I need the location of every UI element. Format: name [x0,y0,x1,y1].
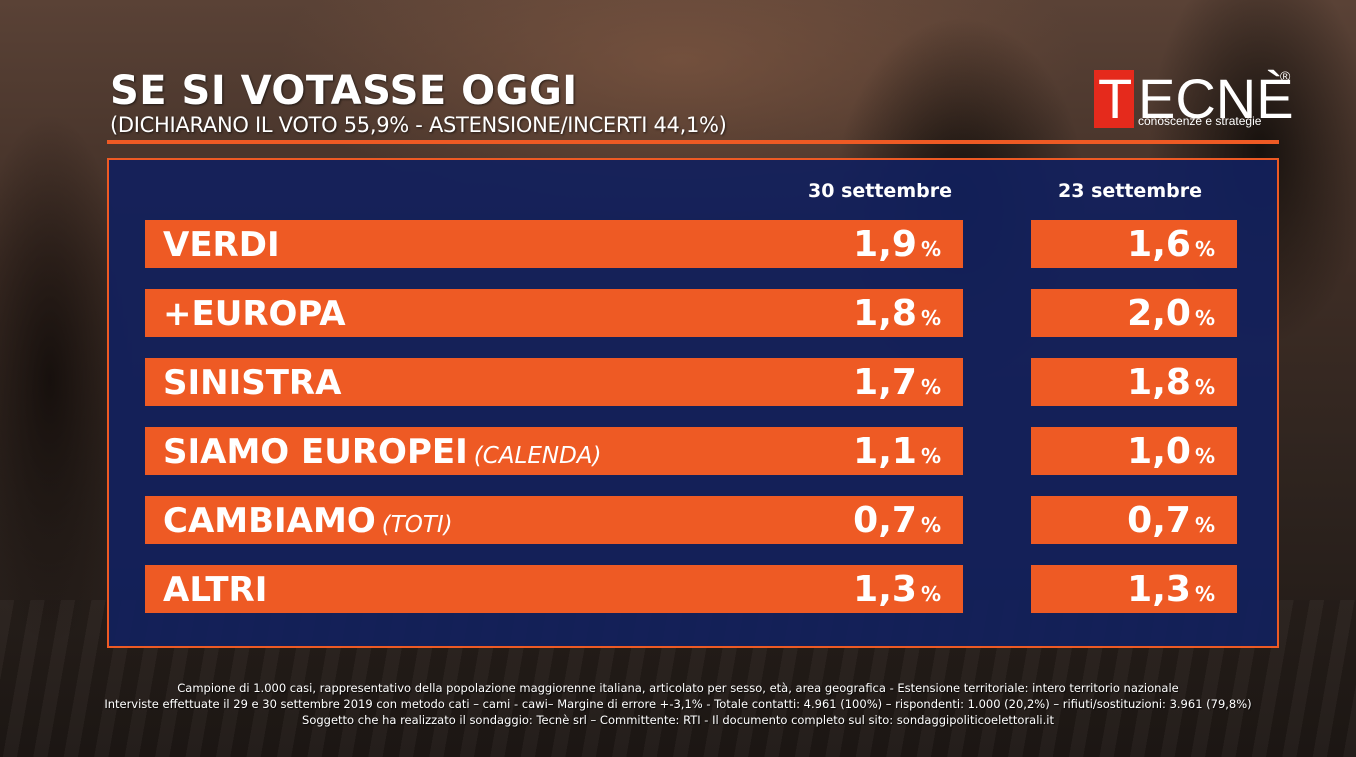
party-name: SIAMO EUROPEI [163,432,468,472]
value-previous: 0,7% [1127,496,1215,550]
title-divider [107,140,1279,144]
value-number: 2,0 [1127,293,1191,334]
footer-line-1: Campione di 1.000 casi, rappresentativo … [177,681,1179,695]
bar-previous-5: 0,7% [1031,496,1237,544]
bar-previous-2: 2,0% [1031,289,1237,337]
value-unit: % [920,444,941,468]
bar-current-5: CAMBIAMO (TOTI) 0,7% [145,496,963,544]
value-unit: % [1194,237,1215,261]
party-label: CAMBIAMO (TOTI) [163,496,453,550]
value-unit: % [920,306,941,330]
chart-subtitle: (DICHIARANO IL VOTO 55,9% - ASTENSIONE/I… [110,113,727,137]
logo-initial: T [1098,67,1133,130]
value-unit: % [920,582,941,606]
value-unit: % [1194,375,1215,399]
value-unit: % [920,237,941,261]
party-name: ALTRI [163,570,268,610]
party-label: ALTRI [163,565,267,615]
tecne-logo: T ECNÈ ® conoscenze e strategie [1094,68,1294,132]
bar-previous-3: 1,8% [1031,358,1237,406]
value-number: 1,6 [1127,224,1191,265]
party-note: (TOTI) [381,512,453,538]
value-unit: % [1194,582,1215,606]
value-number: 1,1 [853,431,917,472]
value-number: 1,9 [853,224,917,265]
logo-red-box [1094,70,1134,128]
value-previous: 2,0% [1127,289,1215,343]
value-current: 1,7% [853,358,941,412]
value-previous: 1,0% [1127,427,1215,481]
value-current: 1,1% [853,427,941,481]
party-label: SINISTRA [163,358,341,408]
value-number: 1,8 [853,293,917,334]
bar-previous-6: 1,3% [1031,565,1237,613]
bar-current-3: SINISTRA 1,7% [145,358,963,406]
bar-previous-1: 1,6% [1031,220,1237,268]
value-number: 1,3 [853,569,917,610]
value-unit: % [920,513,941,537]
value-current: 1,8% [853,289,941,343]
logo-wordmark: ECNÈ [1138,67,1294,130]
value-current: 0,7% [853,496,941,550]
column-header-current: 30 settembre [808,180,952,202]
value-previous: 1,3% [1127,565,1215,619]
party-name: +EUROPA [163,294,346,334]
chart-title: SE SI VOTASSE OGGI [110,68,578,114]
party-name: CAMBIAMO [163,501,376,541]
party-label: +EUROPA [163,289,346,339]
bar-current-2: +EUROPA 1,8% [145,289,963,337]
value-number: 0,7 [853,500,917,541]
value-number: 0,7 [1127,500,1191,541]
party-name: SINISTRA [163,363,342,403]
value-unit: % [920,375,941,399]
bar-current-4: SIAMO EUROPEI (CALENDA) 1,1% [145,427,963,475]
value-previous: 1,8% [1127,358,1215,412]
party-label: VERDI [163,220,280,270]
value-unit: % [1194,444,1215,468]
logo-tagline: conoscenze e strategie [1138,114,1262,128]
party-label: SIAMO EUROPEI (CALENDA) [163,427,602,481]
column-header-previous: 23 settembre [1058,180,1202,202]
party-name: VERDI [163,225,280,265]
bar-current-6: ALTRI 1,3% [145,565,963,613]
value-previous: 1,6% [1127,220,1215,274]
value-number: 1,8 [1127,362,1191,403]
footer-line-3: Soggetto che ha realizzato il sondaggio:… [302,713,1054,727]
value-unit: % [1194,306,1215,330]
footer-line-2: Interviste effettuate il 29 e 30 settemb… [104,697,1252,711]
value-number: 1,7 [853,362,917,403]
logo-registered-mark: ® [1280,68,1291,84]
value-current: 1,3% [853,565,941,619]
bar-previous-4: 1,0% [1031,427,1237,475]
party-note: (CALENDA) [473,443,602,469]
value-unit: % [1194,513,1215,537]
value-number: 1,0 [1127,431,1191,472]
methodology-footer: Campione di 1.000 casi, rappresentativo … [80,680,1276,728]
value-current: 1,9% [853,220,941,274]
value-number: 1,3 [1127,569,1191,610]
bar-current-1: VERDI 1,9% [145,220,963,268]
